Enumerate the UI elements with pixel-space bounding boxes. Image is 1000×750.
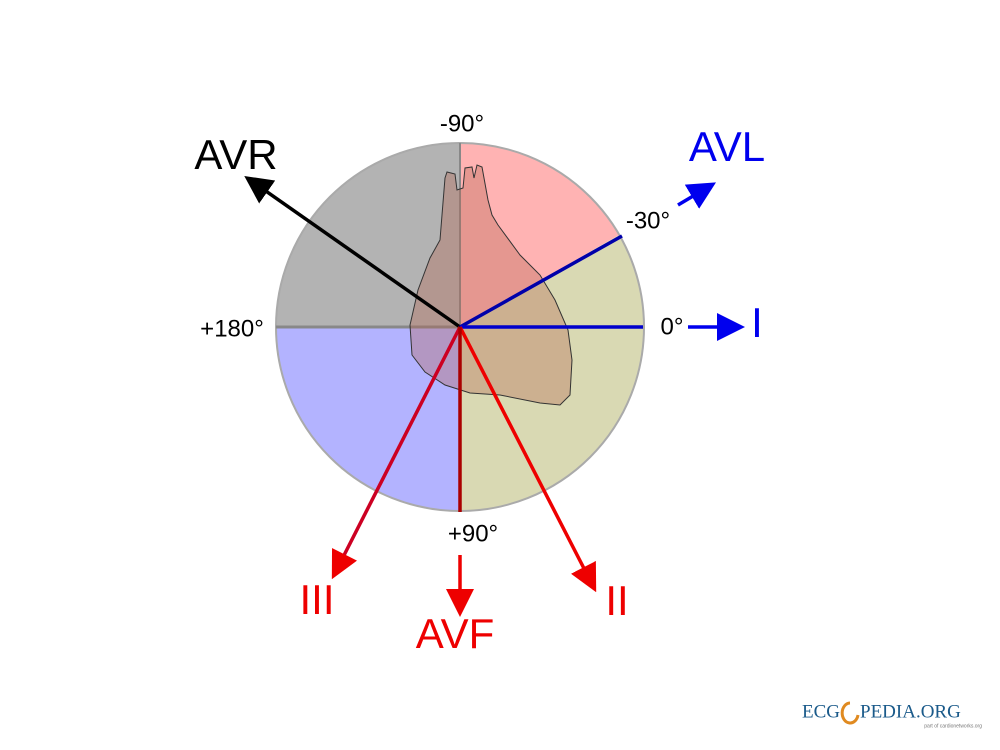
lead-label: I <box>751 299 763 346</box>
angle-label: -90° <box>440 110 484 137</box>
logo-tagline: part of cardionetworks.org <box>924 723 982 729</box>
lead-axes <box>244 175 745 617</box>
logo: ECG PEDIA.ORG part of cardionetworks.org <box>802 701 982 729</box>
angle-label: 0° <box>661 313 684 340</box>
angle-label: +180° <box>200 315 264 342</box>
lead-label: AVR <box>194 131 277 178</box>
logo-text: ECG <box>802 701 840 722</box>
lead-label: AVL <box>689 123 765 170</box>
quadrants <box>275 142 645 512</box>
lead-label: AVF <box>416 610 495 657</box>
lead-label: II <box>605 577 628 624</box>
logo-text: PEDIA.ORG <box>860 701 961 722</box>
angle-label: +90° <box>448 520 498 547</box>
lead-label: III <box>299 576 334 623</box>
angle-label: -30° <box>626 207 670 234</box>
